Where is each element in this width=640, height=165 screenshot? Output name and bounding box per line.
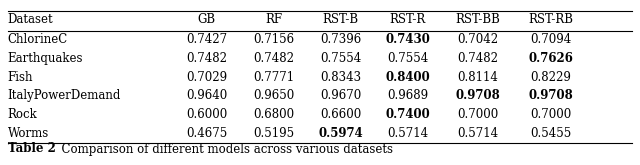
- Text: 0.8229: 0.8229: [531, 71, 572, 84]
- Text: 0.9689: 0.9689: [387, 89, 428, 102]
- Text: 0.8343: 0.8343: [320, 71, 361, 84]
- Text: 0.9708: 0.9708: [529, 89, 573, 102]
- Text: RST-BB: RST-BB: [455, 13, 500, 26]
- Text: 0.7771: 0.7771: [253, 71, 294, 84]
- Text: RF: RF: [265, 13, 282, 26]
- Text: ItalyPowerDemand: ItalyPowerDemand: [8, 89, 121, 102]
- Text: 0.7482: 0.7482: [457, 52, 498, 65]
- Text: 0.8114: 0.8114: [457, 71, 498, 84]
- Text: RST-B: RST-B: [323, 13, 359, 26]
- Text: 0.7626: 0.7626: [529, 52, 573, 65]
- Text: Worms: Worms: [8, 127, 49, 140]
- Text: Dataset: Dataset: [8, 13, 53, 26]
- Text: 0.7482: 0.7482: [253, 52, 294, 65]
- Text: 0.5714: 0.5714: [457, 127, 499, 140]
- Text: 0.5714: 0.5714: [387, 127, 428, 140]
- Text: 0.5455: 0.5455: [531, 127, 572, 140]
- Text: Fish: Fish: [8, 71, 33, 84]
- Text: 0.9670: 0.9670: [320, 89, 362, 102]
- Text: GB: GB: [198, 13, 216, 26]
- Text: 0.7427: 0.7427: [186, 33, 227, 46]
- Text: 0.7000: 0.7000: [457, 108, 499, 121]
- Text: Rock: Rock: [8, 108, 38, 121]
- Text: 0.7000: 0.7000: [531, 108, 572, 121]
- Text: 0.7094: 0.7094: [531, 33, 572, 46]
- Text: 0.7430: 0.7430: [385, 33, 430, 46]
- Text: 0.5974: 0.5974: [318, 127, 363, 140]
- Text: 0.8400: 0.8400: [385, 71, 430, 84]
- Text: 0.9708: 0.9708: [455, 89, 500, 102]
- Text: Comparison of different models across various datasets: Comparison of different models across va…: [54, 143, 393, 155]
- Text: Earthquakes: Earthquakes: [8, 52, 83, 65]
- Text: 0.7042: 0.7042: [457, 33, 499, 46]
- Text: 0.7554: 0.7554: [320, 52, 362, 65]
- Text: 0.7482: 0.7482: [186, 52, 227, 65]
- Text: 0.6600: 0.6600: [320, 108, 362, 121]
- Text: 0.7554: 0.7554: [387, 52, 428, 65]
- Text: 0.9640: 0.9640: [186, 89, 227, 102]
- Text: RST-RB: RST-RB: [529, 13, 573, 26]
- Text: 0.7400: 0.7400: [385, 108, 430, 121]
- Text: Table 2  Comparison of different models across various datasets: Table 2 Comparison of different models a…: [8, 143, 390, 155]
- Text: 0.5195: 0.5195: [253, 127, 294, 140]
- Text: ChlorineC: ChlorineC: [8, 33, 68, 46]
- Text: 0.6800: 0.6800: [253, 108, 294, 121]
- Text: 0.4675: 0.4675: [186, 127, 227, 140]
- Text: Table 2: Table 2: [8, 143, 56, 155]
- Text: RST-R: RST-R: [390, 13, 426, 26]
- Text: 0.9650: 0.9650: [253, 89, 294, 102]
- Text: 0.7156: 0.7156: [253, 33, 294, 46]
- Text: 0.7396: 0.7396: [320, 33, 362, 46]
- Text: 0.7029: 0.7029: [186, 71, 227, 84]
- Text: 0.6000: 0.6000: [186, 108, 227, 121]
